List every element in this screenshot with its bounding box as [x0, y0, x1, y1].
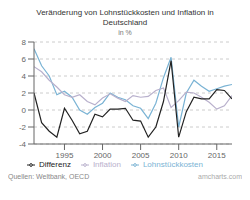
svg-text:-2: -2 — [19, 123, 27, 132]
svg-text:2005: 2005 — [132, 151, 150, 160]
html-text:in %: in % — [118, 29, 132, 36]
svg-text:-4: -4 — [19, 140, 27, 149]
html-text:amcharts.com: amcharts.com — [198, 173, 242, 180]
html-text:Lohnstückkosten: Lohnstückkosten — [142, 160, 203, 169]
html-text:Quellen: Weltbank, OECD: Quellen: Weltbank, OECD — [8, 173, 90, 180]
svg-text:1995: 1995 — [56, 151, 74, 160]
html-text:Deutschland: Deutschland — [102, 18, 148, 27]
svg-text:8: 8 — [22, 38, 27, 47]
html-text:Differenz: Differenz — [39, 160, 71, 169]
html-text:Inflation: Inflation — [92, 160, 121, 169]
html-text:Veränderung von Lohnstückkoste: Veränderung von Lohnstückkosten und Infl… — [36, 8, 214, 17]
svg-text:2015: 2015 — [208, 151, 226, 160]
svg-text:2: 2 — [22, 89, 27, 98]
svg-text:2000: 2000 — [94, 151, 112, 160]
svg-text:0: 0 — [22, 106, 27, 115]
svg-text:4: 4 — [22, 72, 27, 81]
svg-text:6: 6 — [22, 55, 27, 64]
svg-text:2010: 2010 — [170, 151, 188, 160]
